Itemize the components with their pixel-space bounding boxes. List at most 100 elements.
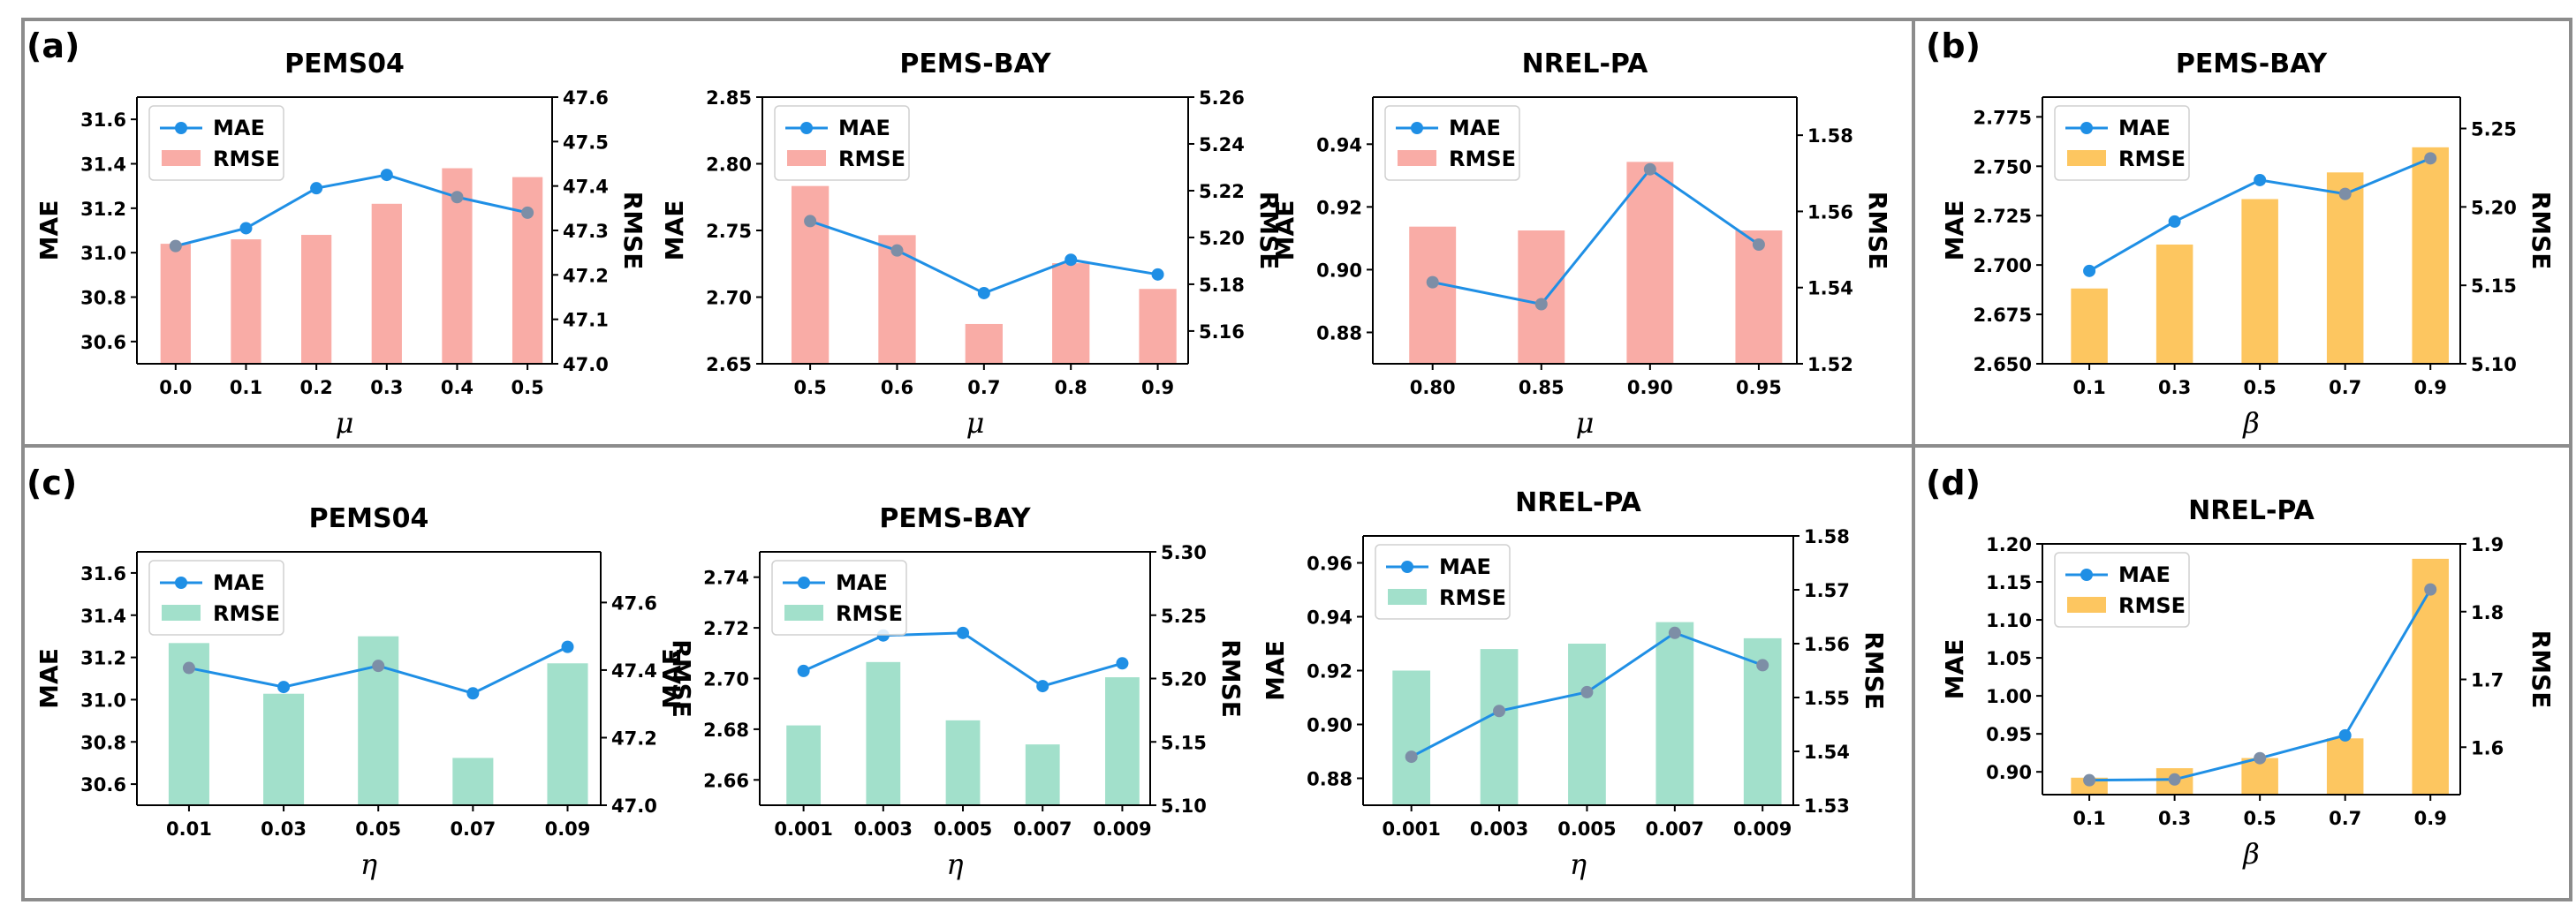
point-mae-0.95 (1752, 238, 1765, 251)
point-mae-0.09 (561, 640, 574, 653)
x-tick-label: 0.009 (1093, 818, 1151, 840)
bar-rmse-0.005 (945, 720, 981, 805)
x-tick-label: 0.9 (1141, 377, 1174, 398)
panel-label: (d) (1926, 464, 1981, 502)
chart-7: NREL-PA 0.88 0.90 0.92 0.94 0.96 1.53 1.54 1.55 1… (1261, 487, 1889, 881)
y-left-tick-label: 30.6 (80, 332, 126, 353)
x-tick-label: 0.003 (1470, 818, 1528, 840)
bar-rmse-0.9 (2412, 558, 2449, 795)
point-mae-0.03 (277, 681, 291, 694)
legend-mae-marker (1401, 561, 1413, 573)
y-right-tick-label: 47.4 (563, 177, 609, 198)
x-axis-label: η (946, 848, 963, 881)
legend-rmse-swatch (2067, 150, 2106, 166)
x-tick-label: 0.5 (2244, 808, 2277, 829)
y-left-tick-label: 0.94 (1307, 607, 1352, 629)
y-left-tick-label: 2.70 (706, 288, 752, 309)
y-right-tick-label: 47.6 (563, 87, 609, 109)
x-tick-label: 0.01 (166, 818, 212, 840)
bar-rmse-0.07 (452, 758, 494, 805)
y-left-tick-label: 31.6 (80, 109, 126, 131)
legend-mae-label: MAE (213, 116, 265, 140)
y-right-tick-label: 5.15 (1161, 732, 1207, 753)
y-axis-right-label: RMSE (1863, 192, 1892, 270)
legend-rmse-swatch (2067, 597, 2106, 613)
x-axis-label: η (360, 848, 377, 881)
x-tick-label: 0.5 (511, 377, 544, 398)
y-left-tick-label: 31.4 (80, 606, 126, 627)
bar-rmse-0.5 (511, 177, 543, 364)
point-mae-0.007 (1036, 680, 1049, 693)
legend-mae-label: MAE (2118, 116, 2171, 140)
y-right-tick-label: 1.9 (2471, 534, 2504, 555)
y-left-tick-label: 0.94 (1316, 134, 1362, 155)
legend-mae-label: MAE (2118, 562, 2171, 587)
y-left-tick-label: 2.65 (706, 354, 752, 375)
legend: MAE RMSE (774, 105, 910, 181)
bar-rmse-0.85 (1518, 230, 1565, 364)
bar-rmse-0.3 (371, 203, 402, 364)
bar-rmse-0.09 (547, 663, 588, 805)
legend-mae-marker (1411, 122, 1423, 134)
y-left-tick-label: 0.90 (1307, 715, 1352, 736)
y-axis-left-label: MAE (1940, 639, 1969, 700)
point-mae-0.0 (169, 239, 182, 253)
y-right-tick-label: 5.20 (1161, 669, 1207, 690)
y-left-tick-label: 2.725 (1974, 206, 2032, 227)
legend: MAE RMSE (2054, 552, 2190, 628)
y-left-tick-label: 0.90 (1986, 762, 2032, 783)
line-mae (1432, 167, 1760, 306)
chart-title: PEMS-BAY (899, 49, 1052, 79)
y-left-tick-label: 0.88 (1316, 322, 1362, 343)
x-tick-label: 0.3 (370, 377, 403, 398)
point-mae-0.3 (2168, 215, 2181, 228)
bar-rmse-0.5 (791, 185, 830, 364)
chart-title: PEMS-BAY (879, 503, 1032, 534)
legend-mae-label: MAE (1449, 116, 1501, 140)
y-left-tick-label: 31.2 (80, 648, 126, 669)
x-axis-label: β (2242, 837, 2260, 871)
legend-mae-marker (175, 577, 187, 589)
y-right-tick-label: 1.57 (1804, 580, 1850, 601)
x-axis-label: η (1570, 848, 1587, 881)
x-axis-label: μ (966, 406, 985, 440)
legend-mae-label: MAE (838, 116, 890, 140)
y-axis-right-label: RMSE (667, 639, 696, 718)
y-left-tick-label: 0.96 (1307, 554, 1352, 575)
legend-rmse-swatch (784, 605, 823, 621)
x-tick-label: 0.7 (967, 377, 1000, 398)
x-tick-label: 0.05 (355, 818, 401, 840)
y-axis-left-label: MAE (1270, 200, 1299, 261)
point-mae-0.007 (1668, 626, 1681, 639)
y-right-tick-label: 47.0 (563, 354, 609, 375)
y-axis-left-label: MAE (660, 200, 689, 261)
y-left-tick-label: 30.6 (80, 774, 126, 796)
point-mae-0.001 (1405, 750, 1418, 764)
point-mae-0.9 (2424, 583, 2437, 596)
point-mae-0.009 (1116, 657, 1129, 670)
legend-rmse-swatch (1388, 589, 1427, 605)
x-tick-label: 0.1 (2072, 377, 2105, 398)
point-mae-0.1 (2083, 264, 2096, 277)
bar-rmse-0.001 (786, 725, 822, 805)
x-tick-label: 0.007 (1646, 818, 1704, 840)
bar-rmse-0.7 (2326, 172, 2364, 364)
y-axis-left-label: MAE (1940, 200, 1969, 261)
y-left-tick-label: 2.775 (1974, 107, 2032, 128)
y-left-tick-label: 0.90 (1316, 260, 1362, 281)
bar-rmse-0.9 (1139, 289, 1177, 364)
point-mae-0.5 (804, 215, 817, 228)
legend-rmse-label: RMSE (838, 147, 905, 171)
x-axis-label: μ (1576, 406, 1595, 440)
x-tick-label: 0.8 (1055, 377, 1087, 398)
y-right-tick-label: 47.0 (611, 796, 657, 817)
x-tick-label: 0.005 (1557, 818, 1616, 840)
point-mae-0.1 (2083, 773, 2096, 787)
chart-title: PEMS04 (284, 49, 405, 79)
x-tick-label: 0.001 (1382, 818, 1440, 840)
y-right-tick-label: 1.54 (1804, 742, 1850, 763)
bar-rmse-0.007 (1025, 744, 1060, 805)
y-right-tick-label: 1.53 (1804, 796, 1850, 817)
x-tick-label: 0.95 (1736, 377, 1782, 398)
